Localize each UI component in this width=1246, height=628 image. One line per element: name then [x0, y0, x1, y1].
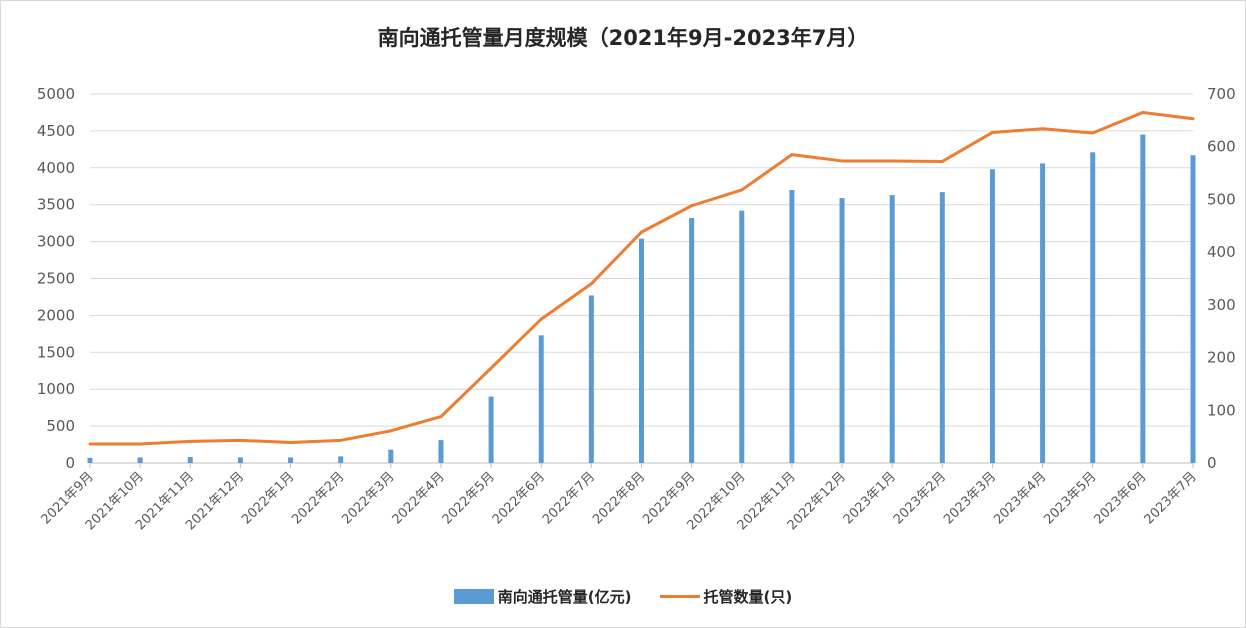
- bar[interactable]: [1190, 155, 1196, 463]
- legend-swatch-bar: [453, 589, 494, 604]
- x-tick-label: 2022年4月: [390, 469, 448, 527]
- y-left-tick-label: 3000: [37, 233, 75, 251]
- bar[interactable]: [488, 396, 494, 463]
- y-right-tick-label: 500: [1207, 190, 1236, 208]
- bar[interactable]: [288, 457, 294, 463]
- y-left-tick-label: 1000: [37, 380, 75, 398]
- y-left-tick-label: 5000: [37, 85, 75, 103]
- bar[interactable]: [639, 238, 644, 463]
- y-right-tick-label: 400: [1207, 243, 1236, 261]
- line-point[interactable]: [840, 159, 844, 163]
- x-tick-label: 2023年1月: [841, 469, 899, 527]
- line-point[interactable]: [640, 230, 643, 234]
- line-point[interactable]: [690, 204, 694, 208]
- bar-series: [87, 134, 1196, 464]
- x-tick-label: 2023年3月: [941, 469, 999, 527]
- line-point[interactable]: [489, 366, 493, 370]
- line-point[interactable]: [1091, 131, 1095, 135]
- line-point[interactable]: [389, 429, 393, 433]
- line-point[interactable]: [88, 442, 92, 446]
- y-left-tick-label: 500: [46, 417, 75, 435]
- bar[interactable]: [137, 457, 143, 463]
- bar[interactable]: [789, 189, 795, 463]
- x-tick-label: 2022年6月: [490, 469, 548, 527]
- x-tick-label: 2022年7月: [540, 469, 598, 527]
- legend-item-bar[interactable]: 南向通托管量(亿元): [453, 586, 632, 607]
- line-point[interactable]: [289, 440, 293, 444]
- x-tick-label: 2023年2月: [891, 469, 949, 527]
- line-point[interactable]: [740, 188, 744, 192]
- y-left-tick-label: 0: [65, 454, 75, 472]
- bar[interactable]: [1040, 163, 1046, 463]
- bar[interactable]: [438, 440, 444, 463]
- bar[interactable]: [889, 195, 895, 463]
- x-axis: 2021年9月2021年10月2021年11月2021年12月2022年1月20…: [39, 463, 1200, 533]
- y-left-tick-label: 1500: [37, 343, 75, 361]
- chart-title: 南向通托管量月度规模（2021年9月-2023年7月）: [377, 26, 869, 50]
- x-tick-label: 2023年7月: [1142, 469, 1200, 527]
- bar[interactable]: [237, 457, 243, 463]
- bar[interactable]: [588, 295, 594, 463]
- bar[interactable]: [689, 217, 695, 463]
- bar[interactable]: [87, 457, 93, 463]
- y-left-tick-label: 4000: [37, 159, 75, 177]
- y-left-tick-label: 4500: [37, 122, 75, 140]
- y-right-tick-label: 700: [1207, 85, 1236, 103]
- x-tick-label: 2022年8月: [590, 469, 648, 527]
- legend-item-line[interactable]: 托管数量(只): [659, 586, 793, 607]
- y-axis-left: 0 500 1000 1500 2000 2500 3000 3500 4000 4500 5000: [37, 85, 75, 472]
- legend-label-line: 托管数量(只): [703, 588, 793, 606]
- line-point[interactable]: [589, 282, 593, 286]
- legend: 南向通托管量(亿元) 托管数量(只): [0, 586, 1246, 607]
- y-right-tick-label: 100: [1207, 401, 1236, 419]
- bar[interactable]: [1140, 134, 1146, 463]
- bar[interactable]: [538, 335, 544, 463]
- x-tick-label: 2023年6月: [1091, 469, 1149, 527]
- legend-label-bar: 南向通托管量(亿元): [497, 588, 632, 606]
- bar[interactable]: [1090, 152, 1096, 463]
- line-point[interactable]: [188, 439, 192, 443]
- y-right-tick-label: 0: [1207, 454, 1217, 472]
- x-tick-label: 2022年2月: [289, 469, 347, 527]
- bar[interactable]: [739, 210, 745, 463]
- x-tick-label: 2022年3月: [339, 469, 397, 527]
- line-point[interactable]: [1141, 110, 1145, 114]
- line-series: [88, 110, 1195, 446]
- bar[interactable]: [839, 198, 845, 464]
- y-right-tick-label: 600: [1207, 138, 1236, 156]
- line-point[interactable]: [990, 130, 994, 134]
- bar[interactable]: [989, 169, 995, 463]
- bar[interactable]: [187, 457, 193, 463]
- line-point[interactable]: [1041, 127, 1045, 131]
- x-tick-label: 2023年4月: [991, 469, 1049, 527]
- y-right-tick-label: 200: [1207, 349, 1236, 367]
- y-left-tick-label: 2500: [37, 270, 75, 288]
- line-point[interactable]: [138, 442, 142, 446]
- y-axis-right: 0 100 200 300 400 500 600 700: [1207, 85, 1236, 472]
- line-point[interactable]: [1191, 117, 1195, 121]
- line-point[interactable]: [238, 438, 242, 442]
- line-point[interactable]: [940, 159, 944, 163]
- line-point[interactable]: [439, 415, 443, 419]
- bar[interactable]: [388, 449, 394, 463]
- bar[interactable]: [939, 192, 945, 464]
- line-point[interactable]: [790, 153, 794, 157]
- line-point[interactable]: [539, 317, 543, 321]
- line-point[interactable]: [890, 159, 894, 163]
- x-tick-label: 2023年5月: [1041, 469, 1099, 527]
- x-tick-label: 2022年5月: [440, 469, 498, 527]
- y-left-tick-label: 3500: [37, 196, 75, 214]
- y-left-tick-label: 2000: [37, 306, 75, 324]
- y-right-tick-label: 300: [1207, 296, 1236, 314]
- bar[interactable]: [338, 456, 344, 463]
- legend-swatch-line: [659, 595, 700, 598]
- line-point[interactable]: [339, 438, 343, 442]
- x-tick-label: 2022年1月: [239, 469, 297, 527]
